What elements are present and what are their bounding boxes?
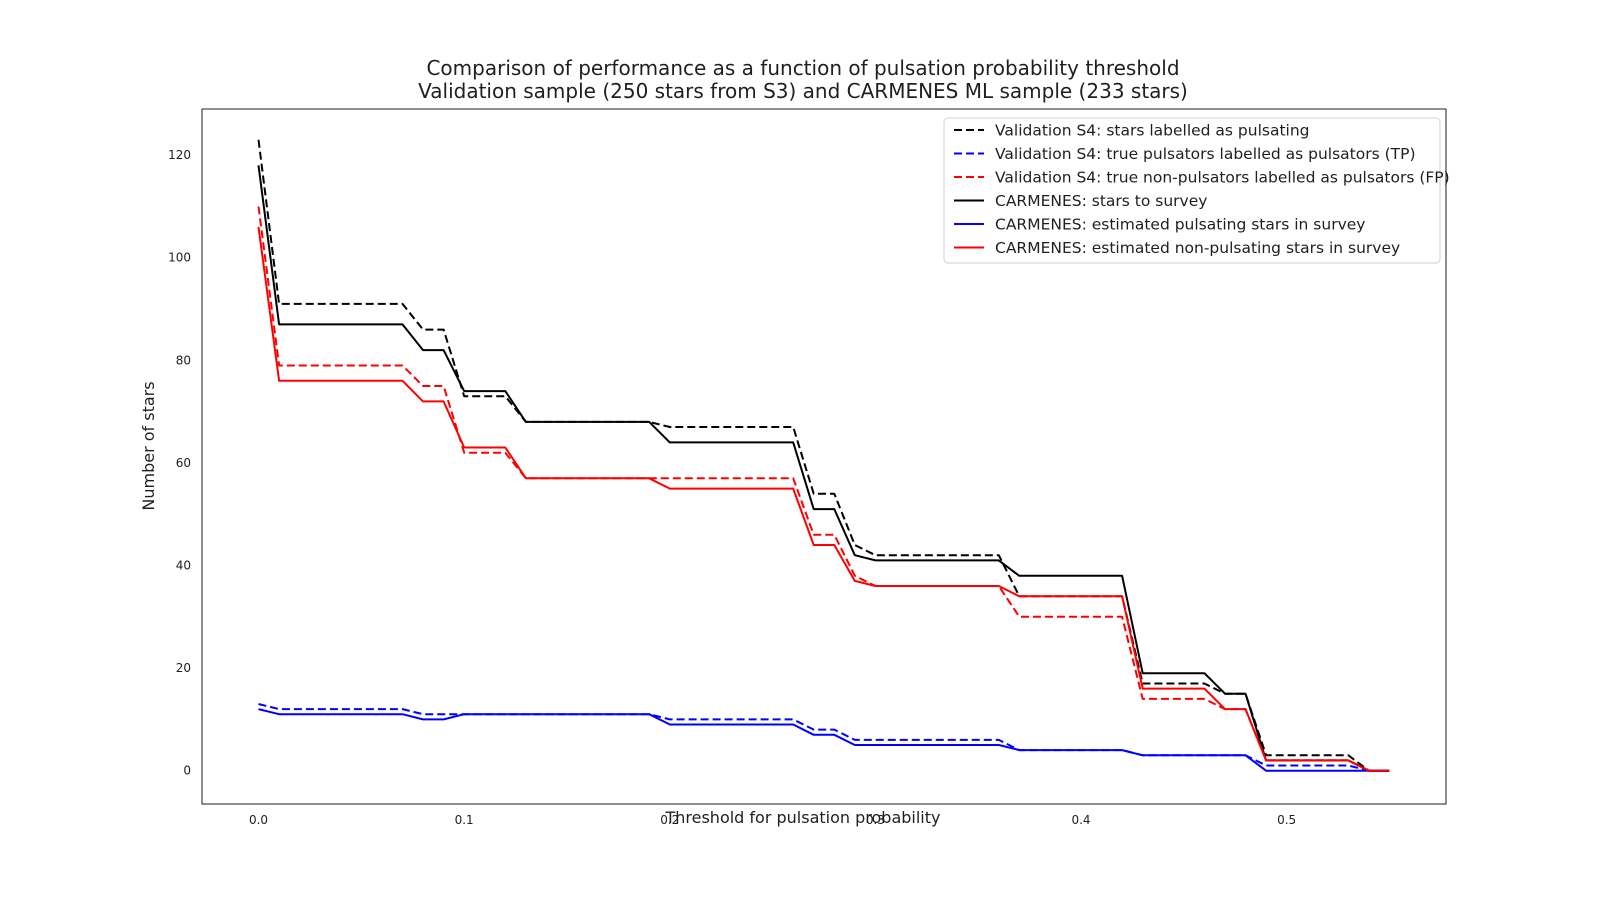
legend-label-3: Validation S4: true non-pulsators labell… (995, 169, 1450, 187)
x-axis-label: Threshold for pulsation probability (664, 808, 940, 827)
x-tick-label-6: 0.5 (1277, 813, 1296, 827)
y-tick-label-3: 40 (176, 558, 191, 572)
x-tick-label-5: 0.4 (1071, 813, 1090, 827)
series-line-4 (257, 165, 1390, 772)
y-tick-label-1: 0 (183, 764, 191, 778)
chart-title: Comparison of performance as a function … (426, 56, 1179, 80)
axes: 0.0 0.1 0.2 0.3 0.4 0.5 0 20 40 60 80 100 120 (168, 108, 1447, 827)
legend-label-2: Validation S4: true pulsators labelled a… (995, 145, 1416, 163)
series-line-5 (258, 708, 1390, 772)
x-tick-label-2: 0.1 (455, 813, 474, 827)
series-line-6 (257, 226, 1390, 772)
y-tick-label-4: 60 (176, 456, 191, 470)
y-tick-label-2: 20 (176, 661, 191, 675)
legend-label-4: CARMENES: stars to survey (995, 192, 1207, 210)
chart-subtitle: Validation sample (250 stars from S3) an… (418, 79, 1188, 103)
legend-box (943, 117, 1441, 264)
x-tick-label-3: 0.2 (660, 813, 679, 827)
y-tick-label-5: 80 (176, 353, 191, 367)
y-tick-label-7: 120 (168, 148, 191, 162)
plot-frame (201, 108, 1447, 805)
legend-label-1: Validation S4: stars labelled as pulsati… (995, 122, 1310, 140)
x-tick-label-4: 0.3 (866, 813, 885, 827)
legend: Validation S4: stars labelled as pulsati… (943, 117, 1450, 264)
series-line-3 (257, 206, 1390, 772)
x-tick-label-1: 0.0 (249, 813, 268, 827)
legend-label-5: CARMENES: estimated pulsating stars in s… (995, 216, 1365, 234)
legend-label-6: CARMENES: estimated non-pulsating stars … (995, 239, 1400, 257)
y-tick-label-6: 100 (168, 251, 191, 265)
y-axis-label: Number of stars (139, 381, 158, 510)
series-line-1 (257, 139, 1390, 772)
plot-area (257, 139, 1390, 772)
